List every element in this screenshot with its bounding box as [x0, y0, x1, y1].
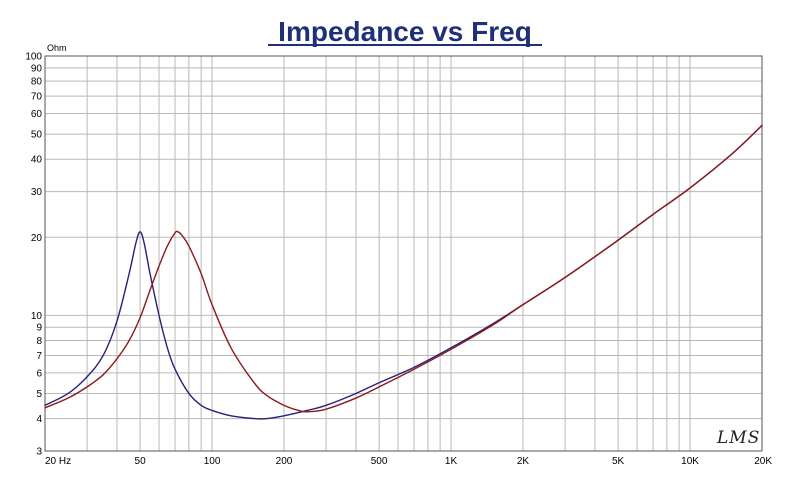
y-tick-label: 5: [36, 389, 42, 400]
x-tick-label: 20K: [754, 456, 772, 467]
x-tick-label: 200: [276, 456, 293, 467]
y-unit-label: Ohm: [47, 43, 67, 53]
y-tick-label: 30: [31, 187, 43, 198]
grid-layer: [45, 56, 762, 451]
y-tick-label: 8: [36, 336, 42, 347]
y-tick-label: 7: [36, 351, 42, 362]
y-tick-label: 60: [31, 109, 43, 120]
y-tick-label: 3: [36, 447, 42, 458]
y-tick-label: 4: [36, 414, 42, 425]
x-tick-label: 10K: [681, 456, 699, 467]
y-tick-label: 6: [36, 368, 42, 379]
y-tick-label: 70: [31, 92, 43, 103]
y-tick-label: 80: [31, 77, 43, 88]
x-tick-label: 5K: [612, 456, 625, 467]
x-axis-tick-labels: 20 Hz 50 100 200 500 1K 2K 5K 10K 20K: [45, 456, 772, 467]
x-tick-label: 100: [204, 456, 221, 467]
impedance-series-line-2: [44, 124, 763, 413]
x-tick-label: 1K: [445, 456, 458, 467]
x-tick-label: 20 Hz: [45, 456, 71, 467]
y-tick-label: 10: [31, 311, 43, 322]
x-tick-label: 2K: [517, 456, 530, 467]
x-tick-label: 50: [135, 456, 147, 467]
y-tick-label: 50: [31, 130, 43, 141]
plot-frame: [44, 55, 763, 452]
y-tick-label: 40: [31, 155, 43, 166]
lms-signature: LMS: [716, 428, 760, 448]
series-layer: [44, 124, 763, 420]
y-tick-label: 100: [25, 52, 42, 63]
y-tick-label: 9: [36, 323, 42, 334]
y-tick-label: 90: [31, 63, 43, 74]
chart-title: Impedance vs Freq: [278, 16, 532, 47]
x-tick-label: 500: [371, 456, 388, 467]
y-tick-label: 20: [31, 233, 43, 244]
